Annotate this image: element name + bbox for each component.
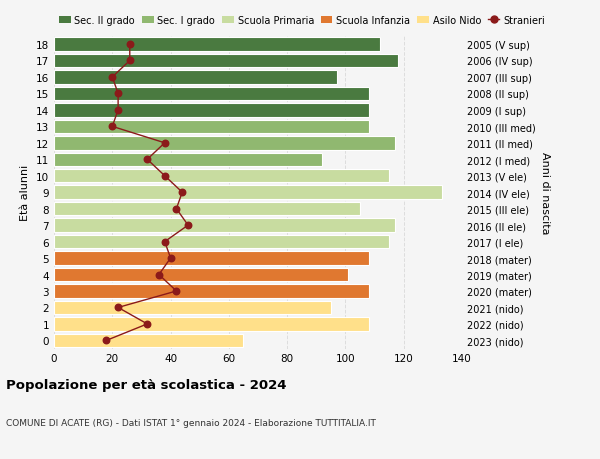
Bar bbox=[54, 186, 442, 200]
Legend: Sec. II grado, Sec. I grado, Scuola Primaria, Scuola Infanzia, Asilo Nido, Stran: Sec. II grado, Sec. I grado, Scuola Prim… bbox=[59, 16, 545, 26]
Point bbox=[142, 320, 152, 328]
Point bbox=[172, 288, 181, 295]
Point bbox=[178, 189, 187, 196]
Bar bbox=[54, 88, 369, 101]
Bar bbox=[54, 202, 360, 216]
Bar bbox=[54, 318, 369, 331]
Bar bbox=[54, 137, 395, 150]
Bar bbox=[54, 38, 380, 52]
Point bbox=[107, 123, 117, 131]
Point bbox=[142, 156, 152, 163]
Point bbox=[125, 58, 134, 65]
Bar bbox=[54, 252, 369, 265]
Bar bbox=[54, 301, 331, 314]
Point bbox=[113, 90, 123, 98]
Point bbox=[125, 41, 134, 49]
Bar bbox=[54, 219, 395, 232]
Bar bbox=[54, 235, 389, 249]
Bar bbox=[54, 170, 389, 183]
Point bbox=[113, 304, 123, 312]
Bar bbox=[54, 55, 398, 68]
Point bbox=[160, 173, 170, 180]
Text: Popolazione per età scolastica - 2024: Popolazione per età scolastica - 2024 bbox=[6, 379, 287, 392]
Point bbox=[101, 337, 111, 344]
Bar bbox=[54, 268, 349, 282]
Bar bbox=[54, 120, 369, 134]
Bar bbox=[54, 104, 369, 118]
Bar bbox=[54, 153, 322, 167]
Point bbox=[154, 271, 164, 279]
Point bbox=[160, 140, 170, 147]
Bar bbox=[54, 285, 369, 298]
Point bbox=[160, 238, 170, 246]
Y-axis label: Anni di nascita: Anni di nascita bbox=[539, 151, 550, 234]
Bar bbox=[54, 334, 244, 347]
Point bbox=[166, 255, 175, 262]
Text: COMUNE DI ACATE (RG) - Dati ISTAT 1° gennaio 2024 - Elaborazione TUTTITALIA.IT: COMUNE DI ACATE (RG) - Dati ISTAT 1° gen… bbox=[6, 418, 376, 427]
Point bbox=[172, 206, 181, 213]
Point bbox=[107, 74, 117, 81]
Point bbox=[183, 222, 193, 230]
Bar bbox=[54, 71, 337, 84]
Y-axis label: Età alunni: Età alunni bbox=[20, 165, 31, 221]
Point bbox=[113, 107, 123, 114]
